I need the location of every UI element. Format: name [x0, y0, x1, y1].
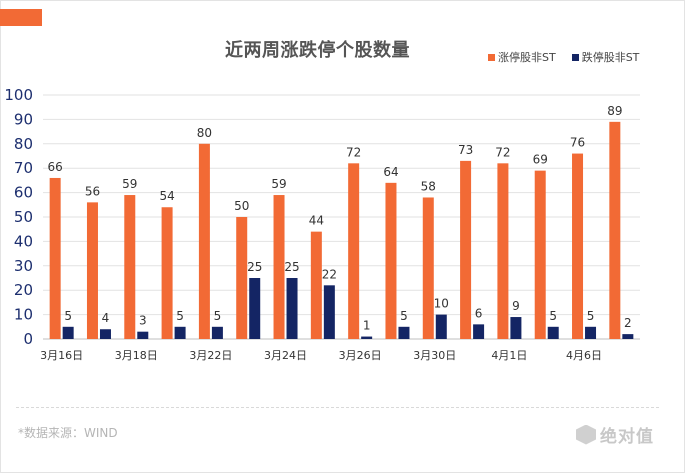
data-label-down: 25	[284, 260, 299, 274]
footer-divider	[16, 407, 659, 408]
data-label-up: 80	[197, 126, 212, 140]
bar-up	[273, 195, 285, 339]
data-label-down: 5	[587, 309, 595, 323]
data-label-down: 10	[434, 297, 449, 311]
data-label-down: 5	[400, 309, 408, 323]
x-tick-label: 3月18日	[115, 349, 158, 362]
x-tick-label: 4月6日	[566, 349, 602, 362]
bar-down	[249, 278, 261, 339]
data-label-up: 56	[85, 184, 100, 198]
legend-swatch-down	[571, 53, 579, 61]
data-label-up: 72	[495, 145, 510, 159]
y-tick-label: 0	[23, 330, 33, 348]
x-tick-label: 4月1日	[491, 349, 527, 362]
y-tick-label: 80	[14, 135, 33, 153]
data-label-up: 54	[159, 189, 174, 203]
bar-down	[547, 326, 559, 339]
bar-up	[460, 160, 472, 339]
data-label-up: 50	[234, 199, 249, 213]
bar-down	[99, 329, 111, 339]
bar-down	[510, 317, 522, 339]
legend-swatch-up	[488, 53, 495, 61]
bar-down	[585, 326, 597, 339]
bar-chart: 01020304050607080901006653月16日5645933月18…	[4, 86, 640, 362]
data-label-up: 76	[570, 136, 585, 150]
data-label-down: 25	[247, 260, 262, 274]
x-tick-label: 3月30日	[413, 349, 456, 362]
chart-title: 近两周涨跌停个股数量	[225, 40, 410, 61]
data-label-down: 5	[549, 309, 557, 323]
y-tick-label: 50	[14, 208, 33, 226]
bar-up	[422, 197, 434, 339]
data-label-up: 66	[48, 160, 63, 174]
bar-up	[124, 195, 136, 339]
y-tick-label: 20	[14, 281, 33, 299]
x-tick-label: 3月26日	[339, 349, 382, 362]
bar-up	[198, 143, 210, 339]
data-label-up: 44	[309, 214, 324, 228]
data-label-down: 9	[512, 299, 520, 313]
data-label-down: 5	[64, 309, 72, 323]
x-tick-label: 3月16日	[40, 349, 83, 362]
bar-up	[348, 163, 360, 339]
data-label-down: 2	[624, 316, 632, 330]
bar-up	[385, 182, 397, 339]
data-label-up: 59	[271, 177, 286, 191]
y-tick-label: 90	[14, 110, 33, 128]
y-tick-label: 70	[14, 159, 33, 177]
bar-up	[572, 153, 584, 339]
data-label-up: 58	[421, 179, 436, 193]
brand-logo: 绝对值	[576, 422, 654, 447]
bar-down	[435, 314, 447, 339]
bar-up	[534, 170, 546, 339]
data-label-up: 89	[607, 104, 622, 118]
bar-down	[286, 278, 298, 339]
data-label-down: 3	[139, 314, 147, 328]
y-tick-label: 60	[14, 184, 33, 202]
bar-down	[361, 336, 373, 339]
y-tick-label: 10	[14, 306, 33, 324]
bar-down	[211, 326, 223, 339]
bar-down	[137, 331, 149, 339]
x-tick-label: 3月24日	[264, 349, 307, 362]
y-tick-label: 40	[14, 232, 33, 250]
bar-up	[497, 163, 509, 339]
data-label-down: 4	[102, 311, 110, 325]
y-tick-label: 100	[4, 86, 33, 104]
legend-item-down: 跌停股非ST	[571, 49, 640, 65]
header-tab	[0, 9, 42, 26]
data-label-down: 5	[214, 309, 222, 323]
legend-item-up: 涨停股非ST	[488, 49, 556, 65]
legend-label-down: 跌停股非ST	[581, 51, 640, 64]
legend: 涨停股非ST 跌停股非ST	[488, 49, 639, 65]
data-label-up: 73	[458, 143, 473, 157]
x-tick-label: 3月22日	[189, 349, 232, 362]
bar-up	[609, 121, 621, 339]
data-source: *数据来源：WIND	[18, 426, 118, 440]
data-label-down: 1	[363, 319, 371, 333]
data-label-up: 69	[533, 153, 548, 167]
legend-label-up: 涨停股非ST	[498, 51, 556, 64]
data-label-up: 64	[383, 165, 398, 179]
bar-up	[161, 207, 173, 339]
bar-down	[473, 324, 485, 339]
bar-up	[49, 177, 61, 339]
bar-up	[310, 231, 322, 339]
data-label-up: 59	[122, 177, 137, 191]
data-label-down: 6	[475, 306, 483, 320]
bar-up	[86, 202, 98, 339]
y-tick-label: 30	[14, 257, 33, 275]
bar-down	[174, 326, 186, 339]
bar-up	[236, 217, 248, 339]
bar-down	[398, 326, 410, 339]
brand-text: 绝对值	[600, 427, 654, 447]
bar-down	[62, 326, 74, 339]
bar-down	[323, 285, 335, 339]
data-label-up: 72	[346, 145, 361, 159]
bar-down	[622, 334, 634, 339]
data-label-down: 22	[322, 267, 337, 281]
brand-icon	[576, 424, 596, 445]
data-label-down: 5	[176, 309, 184, 323]
